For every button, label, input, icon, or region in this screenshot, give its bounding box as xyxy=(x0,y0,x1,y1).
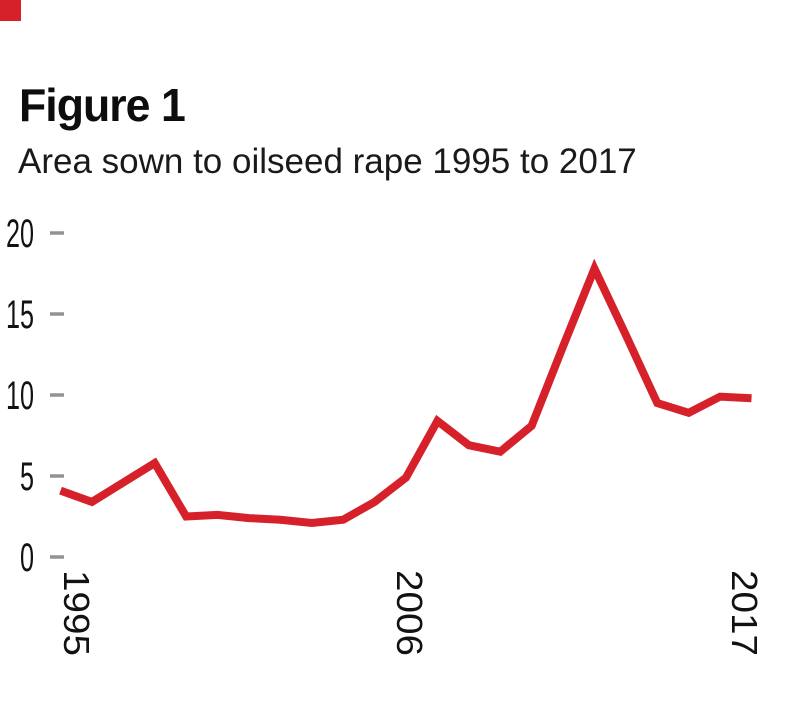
figure-subtitle: Area sown to oilseed rape 1995 to 2017 xyxy=(18,142,637,181)
x-tick-label: 2017 xyxy=(724,570,765,656)
data-series xyxy=(59,258,752,528)
corner-marker xyxy=(0,0,21,21)
y-axis: 0 5 10 15 20 xyxy=(6,212,64,580)
x-tick-label: 2006 xyxy=(389,570,430,656)
x-tick-label: 1995 xyxy=(56,570,97,656)
series-line xyxy=(59,258,752,528)
y-tick-label: 15 xyxy=(6,293,34,337)
y-tick-label: 10 xyxy=(6,374,34,418)
figure-title: Figure 1 xyxy=(19,79,186,131)
y-tick-label: 5 xyxy=(20,455,34,499)
y-tick-label: 0 xyxy=(20,536,34,580)
x-axis: 1995 2006 2017 xyxy=(56,570,765,656)
y-tick-label: 20 xyxy=(6,212,34,256)
